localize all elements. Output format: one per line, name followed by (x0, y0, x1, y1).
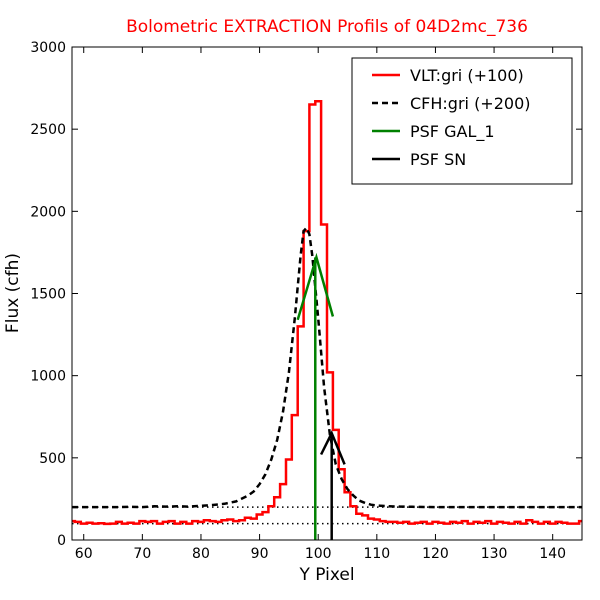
x-tick-label: 60 (75, 546, 93, 562)
y-tick-label: 2500 (30, 122, 66, 138)
legend-label-3: PSF SN (410, 150, 466, 169)
y-tick-label: 1500 (30, 287, 66, 303)
y-tick-label: 3000 (30, 40, 66, 56)
plot-area (72, 99, 582, 540)
legend: VLT:gri (+100) CFH:gri (+200) PSF GAL_1 PSF… (351, 57, 573, 185)
x-tick-label: 70 (133, 546, 151, 562)
x-tick-label: 90 (251, 546, 269, 562)
x-tick-label: 120 (422, 546, 449, 562)
legend-label-1: CFH:gri (+200) (410, 94, 531, 113)
plot-content (72, 99, 582, 540)
y-tick-label: 0 (57, 533, 66, 549)
plot-frame (71, 46, 583, 541)
series-line-2 (296, 252, 335, 321)
x-tick-label: 80 (192, 546, 210, 562)
x-tick-label: 110 (363, 546, 390, 562)
x-tick-label: 130 (481, 546, 508, 562)
y-tick-label: 2000 (30, 204, 66, 220)
legend-label-0: VLT:gri (+100) (410, 66, 524, 85)
x-tick-label: 100 (305, 546, 332, 562)
legend-box (351, 57, 573, 185)
y-tick-label: 1000 (30, 369, 66, 385)
x-axis-label: Y Pixel (298, 565, 354, 585)
chart-title: Bolometric EXTRACTION Profils of 04D2mc_… (126, 17, 528, 37)
legend-label-2: PSF GAL_1 (410, 122, 495, 142)
y-tick-label: 500 (39, 451, 66, 467)
x-tick-label: 140 (539, 546, 566, 562)
series-line-1 (72, 225, 582, 509)
axis-ticks: 60 70 80 90 100 110 120 130 140 0 500 1000 1500 2000 2… (30, 40, 582, 562)
series-line-0 (72, 99, 582, 526)
y-axis-label: Flux (cfh) (3, 253, 23, 333)
